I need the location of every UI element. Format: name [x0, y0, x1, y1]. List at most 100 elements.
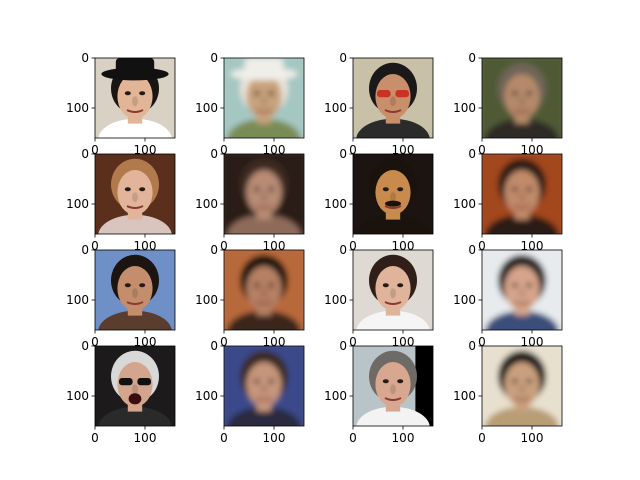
x-tick-label: 100: [263, 335, 286, 349]
subplot-r4-c3: 0 100 0 100: [324, 339, 434, 445]
x-tick-label: 100: [263, 239, 286, 253]
shoulders-shape: [485, 310, 559, 330]
x-tick: 0: [349, 330, 357, 349]
real-face-image: [95, 58, 175, 138]
eye-right: [268, 379, 275, 384]
y-tick: 0: [210, 147, 224, 161]
y-tick: 100: [195, 197, 224, 211]
y-tick-label: 0: [468, 339, 476, 353]
generated-face-image: [482, 346, 562, 426]
y-tick-label: 100: [324, 197, 347, 211]
eye-left: [511, 91, 518, 96]
y-tick: 100: [66, 197, 95, 211]
subplot-r3-c1: 0 100 0 100: [66, 243, 176, 349]
axes-frame: [223, 57, 305, 139]
y-tick-label: 0: [339, 147, 347, 161]
x-tick-label: 0: [478, 239, 486, 253]
y-tick: 0: [81, 243, 95, 257]
generated-face-image: [224, 154, 304, 234]
y-tick: 100: [324, 293, 353, 307]
y-tick: 100: [195, 101, 224, 115]
y-tick: 0: [81, 51, 95, 65]
y-tick: 100: [453, 101, 482, 115]
x-tick-label: 0: [478, 431, 486, 445]
nose-shape: [390, 96, 396, 107]
axes-frame: [352, 345, 434, 427]
mouth-shape: [255, 397, 273, 401]
x-tick-label: 0: [349, 335, 357, 349]
x-tick: 0: [478, 330, 486, 349]
real-face-image: [353, 346, 433, 426]
mouth-shape: [255, 109, 273, 113]
mouth-shape: [384, 397, 402, 401]
shoulders-shape: [227, 406, 301, 426]
eye-right: [268, 91, 275, 96]
real-face-image: [95, 346, 175, 426]
x-tick-label: 0: [349, 431, 357, 445]
shoulders-shape: [98, 406, 172, 426]
subplot-r4-c4: 0 100 0 100: [453, 339, 563, 445]
eye-left: [382, 187, 389, 192]
nose-shape: [519, 96, 525, 107]
axes-frame: [481, 249, 563, 331]
hat-crown: [244, 58, 284, 74]
axes-frame: [223, 345, 305, 427]
y-tick: 100: [324, 389, 353, 403]
dark-border-strip: [415, 346, 433, 426]
mouth-shape: [128, 393, 142, 405]
y-tick-label: 0: [210, 243, 218, 257]
y-tick: 0: [339, 243, 353, 257]
x-tick-label: 100: [392, 335, 415, 349]
shoulders-shape: [227, 214, 301, 234]
eye-right: [526, 283, 533, 288]
x-tick-label: 100: [521, 335, 544, 349]
shoulders-shape: [227, 310, 301, 330]
y-tick-label: 100: [66, 389, 89, 403]
axes-frame: [94, 345, 176, 427]
y-tick-label: 0: [81, 51, 89, 65]
subplot-r2-c1: 0 100 0 100: [66, 147, 176, 253]
subplot-r3-c3: 0 100 0 100: [324, 243, 434, 349]
subplot-r2-c2: 0 100 0 100: [195, 147, 305, 253]
axes-frame: [352, 249, 434, 331]
x-tick: 100: [134, 234, 156, 253]
y-tick: 100: [453, 293, 482, 307]
x-tick: 0: [349, 426, 357, 445]
mouth-shape: [126, 205, 144, 209]
mustache-shape: [385, 200, 401, 207]
y-tick: 0: [339, 339, 353, 353]
x-tick-label: 0: [220, 239, 228, 253]
x-tick: 100: [521, 138, 543, 157]
real-face-image: [95, 250, 175, 330]
eye-left: [511, 187, 518, 192]
mouth-shape: [126, 109, 144, 113]
x-tick: 0: [478, 234, 486, 253]
y-tick-label: 100: [324, 293, 347, 307]
mouth-shape: [513, 205, 531, 209]
axes-frame: [223, 153, 305, 235]
y-tick-label: 100: [66, 197, 89, 211]
y-tick-label: 100: [324, 389, 347, 403]
hat-crown: [115, 58, 155, 74]
generated-face-image: [482, 58, 562, 138]
x-tick: 100: [134, 426, 156, 445]
y-tick-label: 0: [339, 51, 347, 65]
eye-left: [253, 379, 260, 384]
x-tick-label: 100: [392, 431, 415, 445]
x-tick: 0: [91, 426, 99, 445]
x-tick-label: 100: [392, 239, 415, 253]
mouth-shape: [384, 205, 402, 209]
y-tick: 100: [66, 293, 95, 307]
face-shape: [117, 170, 153, 215]
mouth-shape: [384, 301, 402, 305]
eye-right: [139, 187, 146, 192]
eye-right: [526, 91, 533, 96]
face-shape: [117, 266, 153, 311]
subplot-r3-c2: 0 100 0 100: [195, 243, 305, 349]
y-tick: 0: [468, 147, 482, 161]
eye-right: [139, 91, 146, 96]
x-tick: 0: [349, 234, 357, 253]
x-tick-label: 100: [521, 431, 544, 445]
mouth-shape: [255, 301, 273, 305]
y-tick-label: 100: [195, 197, 218, 211]
